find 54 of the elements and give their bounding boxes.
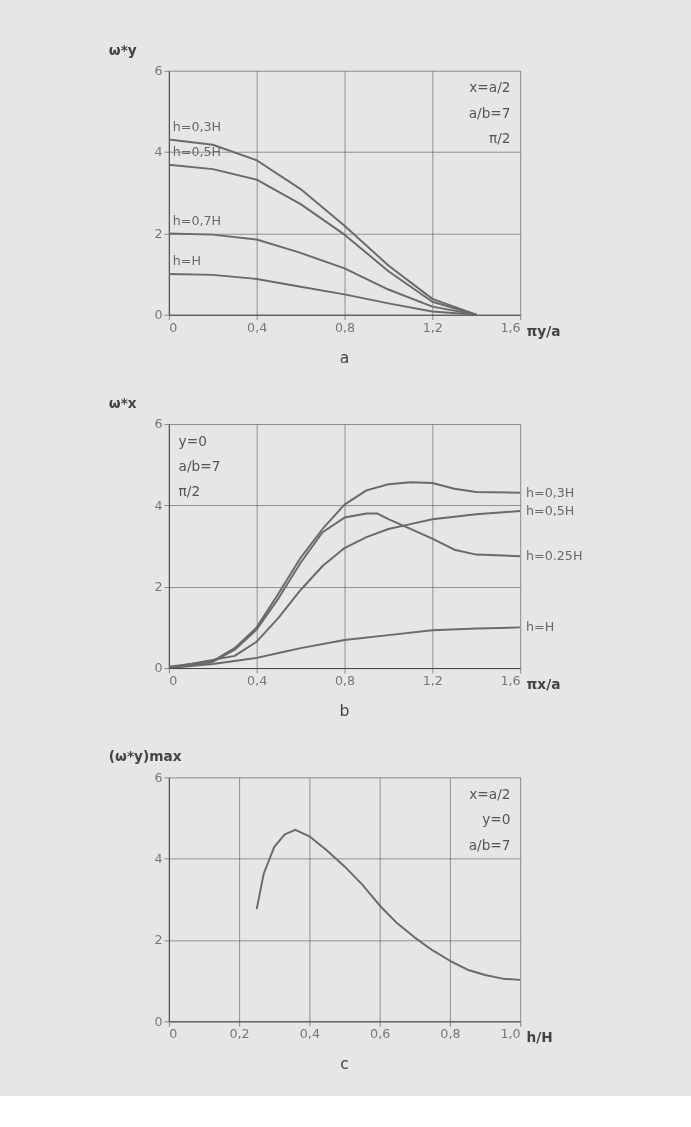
series-label: h=H [526, 619, 555, 635]
x-tick-label: 0,4 [299, 1026, 320, 1042]
annotation: a/b=7 [468, 836, 511, 853]
y-tick-label: 2 [154, 579, 163, 595]
x-tick-label: 0 [169, 1026, 178, 1042]
x-tick-label: 0,8 [440, 1026, 461, 1042]
y-axis-title: (ω*y)max [108, 748, 182, 765]
annotation: π/2 [178, 483, 201, 500]
y-axis-title: ω*x [108, 394, 137, 411]
text: b [339, 701, 350, 720]
x-tick-label: 0,6 [370, 1026, 391, 1042]
x-tick-label: 0,4 [247, 319, 268, 335]
y-tick-label: 2 [154, 225, 163, 241]
text: c [340, 1055, 349, 1074]
text: a [339, 348, 350, 367]
x-tick-label: 1,0 [500, 1026, 521, 1042]
y-tick-label: 6 [154, 416, 163, 432]
annotation: π/2 [488, 129, 511, 146]
y-tick-label: 6 [154, 63, 163, 79]
y-tick-label: 4 [154, 144, 163, 160]
y-tick-label: 4 [154, 497, 163, 513]
annotation: a/b=7 [178, 457, 221, 474]
annotation: y=0 [482, 811, 511, 828]
x-tick-label: 1,2 [422, 673, 443, 689]
x-tick-label: 1,6 [500, 673, 521, 689]
y-tick-label: 0 [154, 660, 163, 676]
x-axis-title: h/H [526, 1029, 553, 1046]
x-tick-label: 0 [169, 673, 178, 689]
y-axis-title: ω*y [108, 41, 137, 58]
series-label: h=0,5H [172, 143, 222, 159]
annotation: a/b=7 [468, 104, 511, 121]
x-tick-label: 0,8 [334, 673, 356, 689]
annotation: x=a/2 [469, 79, 511, 96]
series-label: h=H [172, 253, 201, 269]
series-label: h=0,7H [172, 212, 222, 228]
x-tick-label: 1,2 [422, 319, 443, 335]
series-label: h=0,5H [526, 502, 575, 518]
x-axis-title: πy/a [526, 322, 561, 339]
annotation: x=a/2 [469, 785, 511, 802]
y-tick-label: 0 [154, 1013, 163, 1029]
y-tick-label: 6 [154, 769, 163, 785]
y-tick-label: 0 [154, 307, 163, 323]
x-tick-label: 0,8 [334, 319, 356, 335]
x-tick-label: 0,4 [247, 673, 268, 689]
series-label: h=0.25H [526, 548, 583, 564]
series-label: h=0,3H [526, 484, 575, 500]
x-tick-label: 0 [169, 319, 178, 335]
series-label: h=0,3H [172, 118, 222, 134]
y-tick-label: 2 [154, 932, 163, 948]
x-tick-label: 1,6 [500, 319, 521, 335]
y-tick-label: 4 [154, 851, 163, 867]
annotation: y=0 [178, 432, 207, 449]
x-tick-label: 0,2 [229, 1026, 250, 1042]
x-axis-title: πx/a [526, 676, 561, 693]
